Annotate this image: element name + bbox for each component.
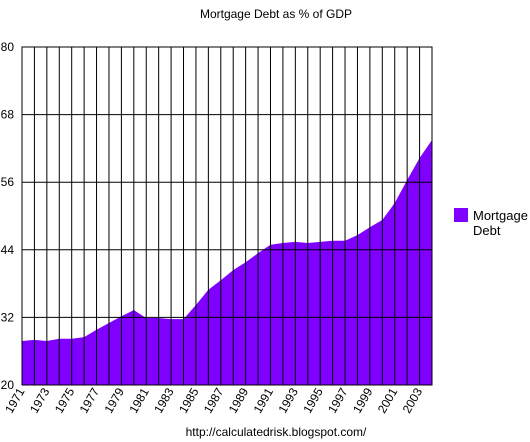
plot-border	[21, 46, 433, 386]
x-tick-label: 2001	[375, 385, 401, 415]
x-tick-label: 1987	[201, 385, 227, 415]
x-tick-label: 1991	[251, 385, 277, 415]
x-tick-label: 1981	[126, 385, 152, 415]
x-tick-label: 1985	[176, 385, 202, 415]
x-tick-label: 1973	[27, 385, 53, 415]
x-tick-label: 1977	[77, 385, 103, 415]
x-tick-label: 1999	[350, 385, 376, 415]
x-tick-label: 2003	[400, 385, 426, 415]
y-tick-label: 56	[1, 175, 15, 189]
x-tick-label: 1993	[275, 385, 301, 415]
chart-title: Mortgage Debt as % of GDP	[200, 7, 352, 21]
legend-swatch	[454, 208, 468, 222]
x-tick-label: 1995	[300, 385, 326, 415]
x-tick-label: 1983	[151, 385, 177, 415]
x-tick-label: 1979	[102, 385, 128, 415]
x-tick-label: 1997	[325, 385, 351, 415]
y-tick-label: 80	[1, 40, 15, 54]
legend-label: Mortgage Debt	[473, 208, 528, 238]
y-tick-label: 20	[1, 378, 15, 392]
y-tick-label: 32	[1, 310, 15, 324]
area	[22, 139, 432, 385]
x-tick-label: 1975	[52, 385, 78, 415]
y-tick-label: 68	[1, 108, 15, 122]
y-tick-label: 44	[1, 243, 15, 257]
source-text: http://calculatedrisk.blogspot.com/	[186, 425, 367, 439]
x-tick-label: 1989	[226, 385, 252, 415]
